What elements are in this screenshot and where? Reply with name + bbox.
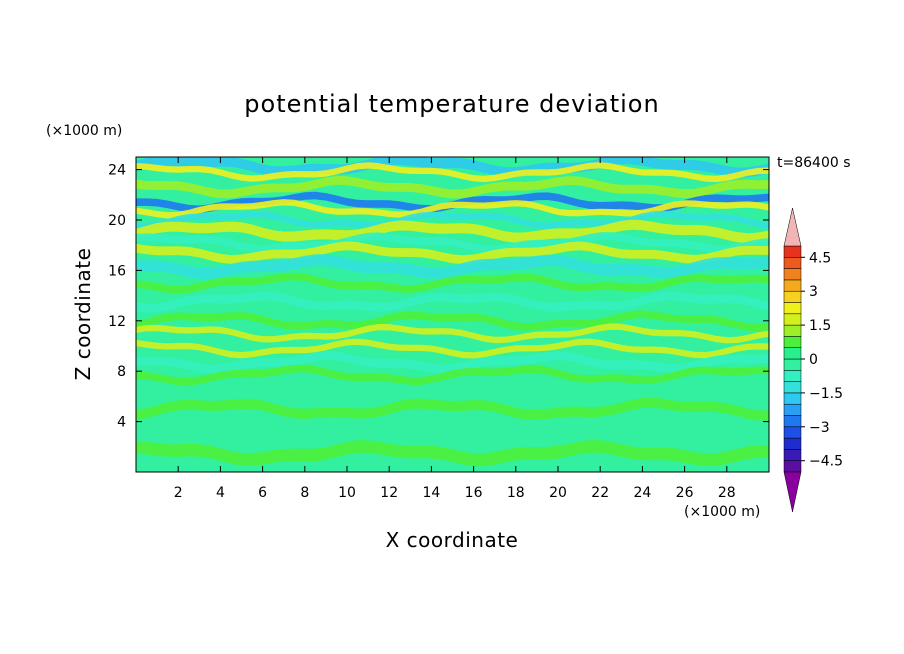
field-band <box>136 440 769 467</box>
y-tick-label: 4 <box>117 415 126 431</box>
y-axis-label: Z coordinate <box>71 248 95 381</box>
colorbar-bin <box>783 381 802 394</box>
colorbar-extend-low <box>783 471 802 513</box>
colorbar-tick-label: −3 <box>809 420 830 436</box>
y-axis-ticks: 4 8 12 16 20 24 <box>108 163 769 431</box>
x-tick-label: 22 <box>591 485 609 501</box>
y-tick-label: 16 <box>108 263 126 279</box>
field-band <box>136 379 769 401</box>
x-tick-label: 18 <box>507 485 525 501</box>
x-tick-label: 4 <box>216 485 225 501</box>
y-tick-label: 20 <box>108 213 126 229</box>
colorbar-tick-label: −4.5 <box>809 454 843 470</box>
chart-title: potential temperature deviation <box>244 90 659 118</box>
colorbar-tick-label: 4.5 <box>809 250 831 266</box>
colorbar-bin <box>783 302 802 315</box>
colorbar-bin <box>783 324 802 337</box>
x-tick-label: 16 <box>465 485 483 501</box>
x-tick-label: 10 <box>338 485 356 501</box>
field-band <box>136 199 769 219</box>
colorbar-bin <box>783 313 802 326</box>
x-tick-label: 26 <box>676 485 694 501</box>
colorbar-bin <box>783 437 802 450</box>
x-tick-label: 8 <box>300 485 309 501</box>
colorbar-bin <box>783 415 802 428</box>
x-tick-label: 24 <box>633 485 651 501</box>
field-band <box>136 176 769 199</box>
colorbar-bin <box>783 268 802 281</box>
x-tick-label: 20 <box>549 485 567 501</box>
x-axis-label: X coordinate <box>386 528 519 552</box>
x-axis-ticks: 2 4 6 8 10 12 14 16 18 20 22 24 26 28 <box>174 157 736 501</box>
colorbar-tick-label: 1.5 <box>809 318 831 334</box>
field-band <box>136 397 769 421</box>
colorbar-bin <box>783 336 802 348</box>
colorbar-bin <box>783 449 802 461</box>
field-band <box>136 323 769 344</box>
colorbar-bin <box>783 279 802 292</box>
time-label: t=86400 s <box>777 155 851 171</box>
x-tick-label: 2 <box>174 485 183 501</box>
colorbar-bin <box>783 347 802 360</box>
colorbar-extend-high <box>783 207 802 247</box>
field-bands <box>136 157 769 467</box>
colorbar: 4.5 3 1.5 0 −1.5 −3 −4.5 <box>783 207 843 513</box>
field-band <box>136 272 769 294</box>
field-band <box>136 338 769 359</box>
field-band <box>136 232 769 254</box>
colorbar-bin <box>783 426 802 439</box>
field-band <box>136 254 769 280</box>
colorbar-bin <box>783 403 802 416</box>
x-tick-label: 6 <box>258 485 267 501</box>
plot-frame <box>135 156 770 473</box>
colorbar-tick-label: −1.5 <box>809 386 843 402</box>
field-band <box>136 291 769 313</box>
colorbar-bin <box>783 370 802 382</box>
field-band <box>136 364 769 386</box>
y-tick-label: 8 <box>117 364 126 380</box>
colorbar-bin <box>783 392 802 405</box>
colorbar-bin <box>783 290 802 303</box>
colorbar-bin <box>783 358 802 371</box>
colorbar-bin <box>783 257 802 269</box>
field-band <box>136 418 769 445</box>
y-tick-label: 24 <box>108 163 126 179</box>
field-band <box>136 162 769 183</box>
field-band <box>136 219 769 244</box>
plot-area <box>135 156 770 473</box>
x-tick-label: 14 <box>422 485 440 501</box>
colorbar-tick-label: 0 <box>809 352 818 368</box>
y-unit-label: (×1000 m) <box>46 123 122 139</box>
y-tick-label: 12 <box>108 314 126 330</box>
x-tick-label: 12 <box>380 485 398 501</box>
x-unit-label: (×1000 m) <box>684 504 760 520</box>
x-tick-label: 28 <box>718 485 736 501</box>
colorbar-tick-label: 3 <box>809 284 818 300</box>
field-band <box>136 310 769 332</box>
field-band <box>136 351 769 374</box>
colorbar-bin <box>783 460 802 473</box>
colorbar-bin <box>783 245 802 258</box>
